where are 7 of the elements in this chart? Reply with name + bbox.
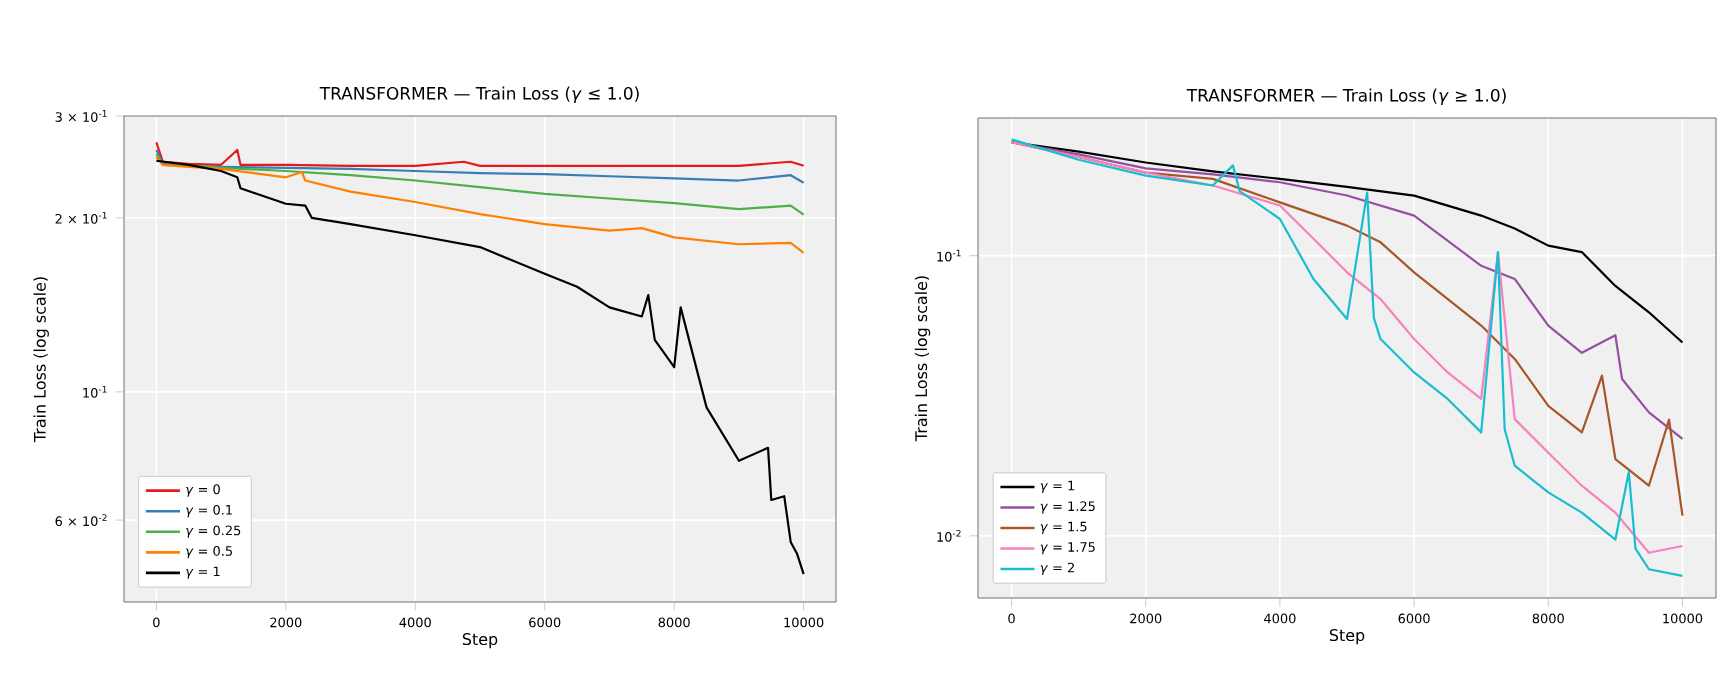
line-series [155, 159, 805, 576]
line-series [155, 152, 805, 216]
chart-title: TRANSFORMER — Train Loss (γ ≥ 1.0) [1186, 88, 1506, 105]
line-series [1010, 141, 1684, 440]
chart-title: TRANSFORMER — Train Loss (γ ≤ 1.0) [319, 86, 639, 103]
line-series [155, 155, 805, 254]
line-series [155, 148, 805, 184]
